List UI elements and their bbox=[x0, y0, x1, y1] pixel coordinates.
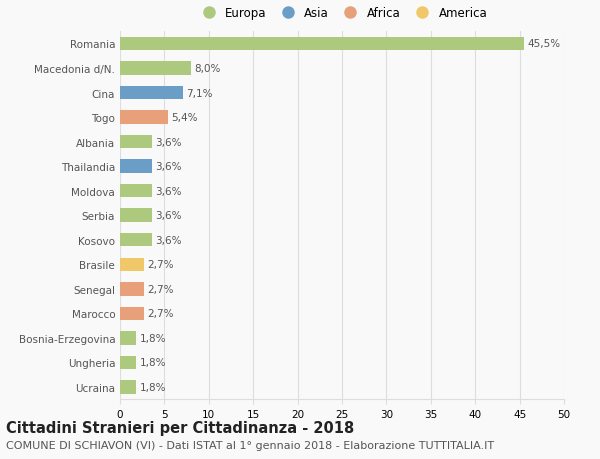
Bar bbox=[120, 381, 136, 394]
Bar bbox=[120, 62, 191, 76]
Bar bbox=[120, 331, 136, 345]
Text: Cittadini Stranieri per Cittadinanza - 2018: Cittadini Stranieri per Cittadinanza - 2… bbox=[6, 420, 354, 435]
Text: 1,8%: 1,8% bbox=[140, 333, 166, 343]
Bar bbox=[120, 38, 524, 51]
Legend: Europa, Asia, Africa, America: Europa, Asia, Africa, America bbox=[194, 5, 490, 22]
Text: 1,8%: 1,8% bbox=[140, 358, 166, 368]
Text: 1,8%: 1,8% bbox=[140, 382, 166, 392]
Text: 45,5%: 45,5% bbox=[527, 39, 561, 50]
Bar bbox=[120, 282, 144, 296]
Bar bbox=[120, 209, 152, 223]
Bar bbox=[120, 234, 152, 247]
Text: 3,6%: 3,6% bbox=[155, 235, 182, 245]
Text: 2,7%: 2,7% bbox=[148, 284, 174, 294]
Bar bbox=[120, 258, 144, 271]
Text: 3,6%: 3,6% bbox=[155, 186, 182, 196]
Text: 2,7%: 2,7% bbox=[148, 308, 174, 319]
Bar bbox=[120, 135, 152, 149]
Bar bbox=[120, 356, 136, 369]
Bar bbox=[120, 111, 168, 124]
Bar bbox=[120, 307, 144, 320]
Bar bbox=[120, 160, 152, 174]
Text: 7,1%: 7,1% bbox=[187, 88, 213, 98]
Text: COMUNE DI SCHIAVON (VI) - Dati ISTAT al 1° gennaio 2018 - Elaborazione TUTTITALI: COMUNE DI SCHIAVON (VI) - Dati ISTAT al … bbox=[6, 440, 494, 450]
Bar bbox=[120, 87, 183, 100]
Text: 3,6%: 3,6% bbox=[155, 162, 182, 172]
Bar bbox=[120, 185, 152, 198]
Text: 2,7%: 2,7% bbox=[148, 260, 174, 270]
Text: 5,4%: 5,4% bbox=[172, 113, 198, 123]
Text: 3,6%: 3,6% bbox=[155, 211, 182, 221]
Text: 3,6%: 3,6% bbox=[155, 137, 182, 147]
Text: 8,0%: 8,0% bbox=[194, 64, 221, 74]
